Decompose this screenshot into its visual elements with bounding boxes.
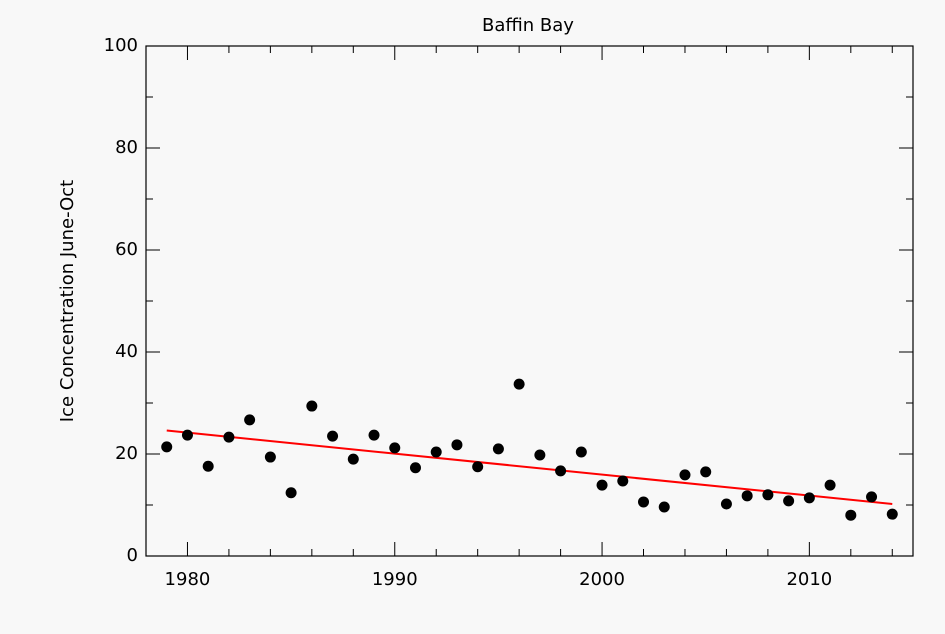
y-tick-label: 0 <box>127 545 138 566</box>
data-point <box>472 461 484 473</box>
data-point <box>264 451 276 463</box>
data-point <box>845 509 857 521</box>
data-point <box>409 462 421 474</box>
x-tick-label: 2010 <box>786 569 832 590</box>
data-point <box>866 491 878 503</box>
data-point <box>720 498 732 510</box>
data-point <box>347 453 359 465</box>
x-tick-label: 2000 <box>579 569 625 590</box>
y-tick-label: 20 <box>115 443 138 464</box>
data-point <box>700 466 712 478</box>
data-point <box>617 475 629 487</box>
data-point <box>534 449 546 461</box>
x-tick-label: 1990 <box>372 569 418 590</box>
data-point <box>181 429 193 441</box>
y-axis-label: Ice Concentration June-Oct <box>57 180 78 422</box>
data-point <box>638 496 650 508</box>
data-point <box>223 431 235 443</box>
chart-title: Baffin Bay <box>482 15 574 36</box>
data-point <box>824 479 836 491</box>
data-point <box>679 469 691 481</box>
y-tick-label: 80 <box>115 137 138 158</box>
data-point <box>368 429 380 441</box>
data-point <box>783 495 795 507</box>
data-point <box>161 441 173 453</box>
data-point <box>803 492 815 504</box>
y-tick-label: 40 <box>115 341 138 362</box>
data-point <box>513 378 525 390</box>
data-point <box>306 400 318 412</box>
y-tick-label: 100 <box>104 35 138 56</box>
data-point <box>492 443 504 455</box>
data-point <box>202 460 214 472</box>
data-point <box>451 439 463 451</box>
data-point <box>762 489 774 501</box>
data-point <box>596 479 608 491</box>
data-point <box>658 501 670 513</box>
data-point <box>886 508 898 520</box>
data-point <box>430 446 442 458</box>
x-tick-label: 1980 <box>165 569 211 590</box>
data-point <box>575 446 587 458</box>
data-point <box>285 487 297 499</box>
data-point <box>389 442 401 454</box>
data-point <box>555 465 567 477</box>
data-point <box>244 414 256 426</box>
y-tick-label: 60 <box>115 239 138 260</box>
data-point <box>741 490 753 502</box>
data-point <box>327 430 339 442</box>
